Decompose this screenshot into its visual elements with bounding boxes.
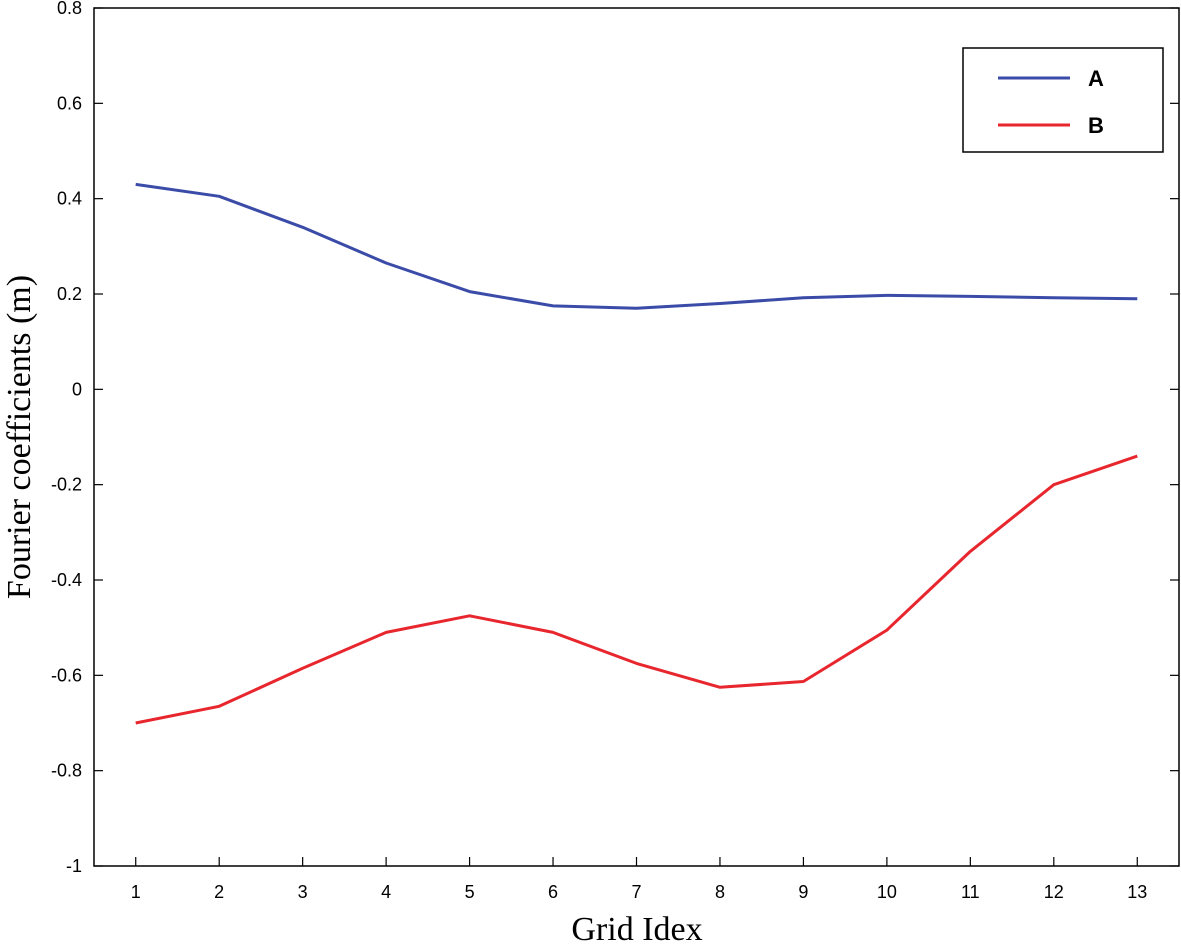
- x-tick-label: 2: [214, 882, 224, 902]
- y-axis-title: Fourier coefficients (m): [1, 275, 38, 599]
- series-line-a: [135, 182, 1138, 310]
- series-lines: [135, 182, 1138, 725]
- y-tick-label: -0.4: [51, 570, 82, 590]
- y-tick-label: -1: [66, 856, 82, 876]
- x-tick-label: 13: [1127, 882, 1147, 902]
- y-tick-label: -0.6: [51, 665, 82, 685]
- x-tick-label: 5: [465, 882, 475, 902]
- x-tick-label: 10: [877, 882, 897, 902]
- y-axis: 0.8 0.6 0.4 0.2 0 -0.2 -0.4 -0.6 -0.8 -1: [51, 0, 1179, 876]
- series-line-b: [135, 454, 1138, 725]
- y-tick-label: 0.6: [57, 93, 82, 113]
- y-tick-label: 0: [72, 379, 82, 399]
- x-tick-label: 12: [1044, 882, 1064, 902]
- x-tick-label: 3: [298, 882, 308, 902]
- x-tick-label: 7: [631, 882, 641, 902]
- legend-label-a: A: [1088, 66, 1104, 91]
- y-tick-label: -0.2: [51, 475, 82, 495]
- legend-label-b: B: [1088, 113, 1104, 138]
- y-tick-label: -0.8: [51, 761, 82, 781]
- x-tick-label: 11: [961, 882, 980, 902]
- y-tick-label: 0.4: [57, 189, 82, 209]
- x-tick-label: 1: [131, 882, 141, 902]
- x-axis: 1 2 3 4 5 6 7 8 9 10 11 12 13: [131, 857, 1147, 902]
- x-tick-label: 6: [548, 882, 558, 902]
- legend: A B: [962, 47, 1164, 153]
- legend-box: [962, 47, 1164, 153]
- x-axis-title: Grid Idex: [571, 911, 702, 944]
- y-tick-label: 0.8: [57, 0, 82, 18]
- x-tick-label: 8: [715, 882, 725, 902]
- x-tick-label: 4: [381, 882, 391, 902]
- y-tick-label: 0.2: [57, 284, 82, 304]
- x-tick-label: 9: [798, 882, 808, 902]
